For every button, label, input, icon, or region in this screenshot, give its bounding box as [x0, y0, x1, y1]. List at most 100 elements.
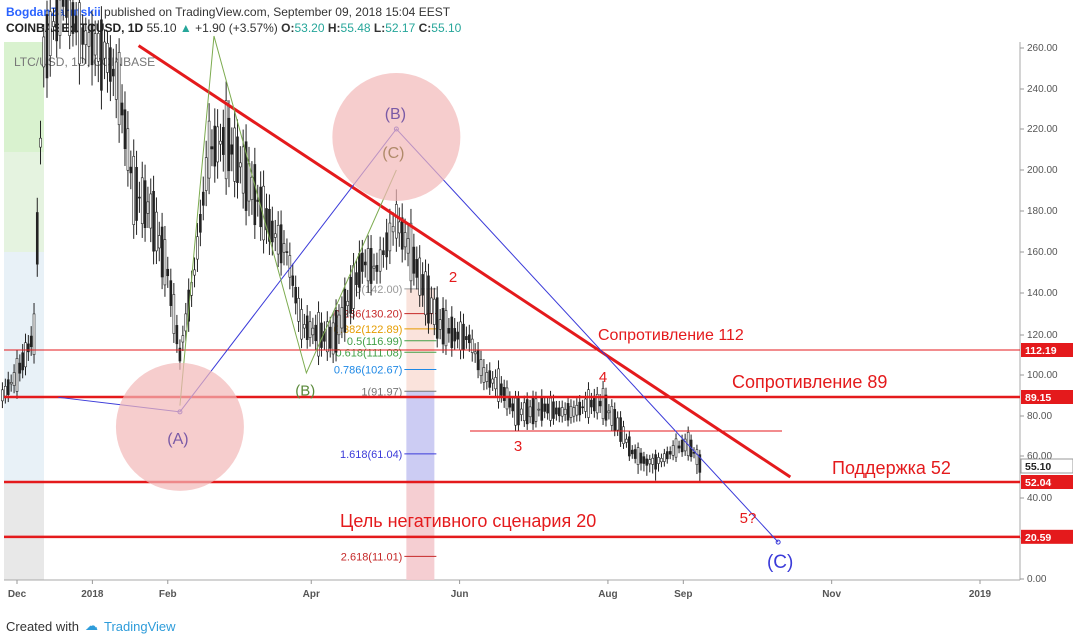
candle-body — [427, 275, 430, 324]
candle-body — [465, 336, 468, 341]
candle-body — [325, 321, 329, 353]
price-tag-label: 55.10 — [1025, 461, 1051, 473]
candle-body — [453, 328, 457, 342]
tradingview-brand[interactable]: TradingView — [103, 618, 176, 634]
candle-body — [531, 397, 535, 425]
candle-body — [593, 395, 596, 412]
candle-body — [61, 0, 65, 7]
candle-body — [241, 146, 245, 194]
fib-level-label: 0.618(111.08) — [335, 347, 402, 359]
candle-body — [96, 33, 100, 62]
candle-body — [607, 410, 611, 414]
candle-body — [163, 239, 167, 286]
candle-body — [424, 271, 427, 316]
y-tick-label: 120.00 — [1027, 330, 1058, 341]
high-label: H: — [327, 21, 341, 35]
y-tick-label: 260.00 — [1027, 43, 1058, 54]
candle-body — [665, 451, 669, 460]
candle-body — [48, 11, 52, 57]
candle-body — [39, 137, 42, 148]
candle-body — [549, 397, 552, 421]
horizontal-level-label: Сопротивление 112 — [598, 327, 744, 344]
candle-body — [674, 438, 678, 458]
candle-body — [117, 52, 121, 126]
candle-body — [468, 334, 471, 344]
candle-body — [196, 236, 199, 260]
candle-body — [595, 393, 599, 414]
close-value: 55.10 — [431, 21, 462, 35]
price-tag-box — [1021, 475, 1073, 489]
candle-body — [683, 438, 687, 452]
candle-body — [346, 300, 350, 307]
session-band-blue — [4, 252, 44, 482]
wave-label: 5? — [740, 510, 757, 527]
candle-body — [671, 445, 675, 456]
candle-body — [382, 250, 385, 256]
price-tag-box — [1021, 390, 1073, 404]
wave-a-highlight — [115, 362, 244, 491]
candle-body — [522, 402, 526, 422]
fib-level-label: 0.786(102.67) — [334, 365, 403, 377]
candle-body — [601, 388, 605, 420]
candle-body — [421, 274, 424, 296]
candle-body — [654, 454, 657, 470]
price-change: +1.90 (+3.57%) — [195, 21, 278, 35]
fib-level-label: 0.382(122.89) — [334, 324, 403, 336]
candle-body — [355, 272, 358, 285]
candle-body — [132, 156, 136, 225]
candle-body — [207, 120, 211, 179]
candle-body — [303, 324, 306, 329]
candle-body — [695, 449, 699, 465]
candle-body — [256, 199, 260, 202]
candle-body — [388, 222, 392, 252]
candle-body — [160, 226, 164, 278]
candle-body — [497, 368, 500, 402]
price-tag-box — [1021, 529, 1073, 544]
candle-body — [337, 314, 341, 336]
candle-body — [216, 126, 219, 163]
candle-body — [204, 157, 208, 191]
candle-body — [201, 191, 205, 206]
price-tag-label: 52.04 — [1025, 477, 1051, 489]
candle-body — [178, 347, 182, 362]
candle-body — [363, 261, 367, 266]
candle-body — [291, 275, 295, 286]
candle-body — [473, 351, 477, 355]
candle-body — [18, 362, 22, 374]
candle-body — [540, 396, 544, 421]
fib-band-blue — [406, 391, 435, 482]
candle-body — [698, 454, 702, 473]
price-tag-label: 112.19 — [1025, 345, 1057, 357]
candle-body — [334, 310, 338, 353]
candle-body — [369, 248, 373, 284]
candle-body — [106, 42, 109, 73]
candle-body — [630, 449, 634, 455]
candle-body — [166, 268, 170, 277]
candle-body — [305, 315, 309, 340]
wave-label: (C) — [767, 552, 793, 573]
candle-body — [15, 358, 19, 392]
candle-body — [584, 398, 587, 412]
candle-body — [24, 342, 27, 368]
horizontal-level-label: Поддержка 52 — [832, 458, 951, 478]
candle-body — [560, 407, 564, 417]
symbol-label: COINBASE:LTCUSD, 1D — [6, 21, 144, 35]
candle-body — [604, 394, 608, 421]
candle-body — [143, 180, 147, 228]
candle-body — [391, 226, 395, 233]
candle-body — [120, 102, 124, 116]
candle-body — [625, 438, 628, 443]
candle-body — [636, 447, 640, 465]
y-tick-label: 220.00 — [1027, 124, 1058, 135]
wave-label: (C) — [382, 145, 404, 162]
candle-body — [247, 163, 251, 202]
candle-body — [230, 144, 234, 155]
session-band-green — [4, 42, 44, 152]
y-tick-label: 40.00 — [1027, 493, 1052, 504]
candle-body — [288, 255, 292, 278]
candle-body — [157, 235, 161, 249]
candle-body — [87, 32, 91, 47]
candle-body — [210, 146, 214, 150]
wave-label: (B) — [295, 382, 315, 399]
